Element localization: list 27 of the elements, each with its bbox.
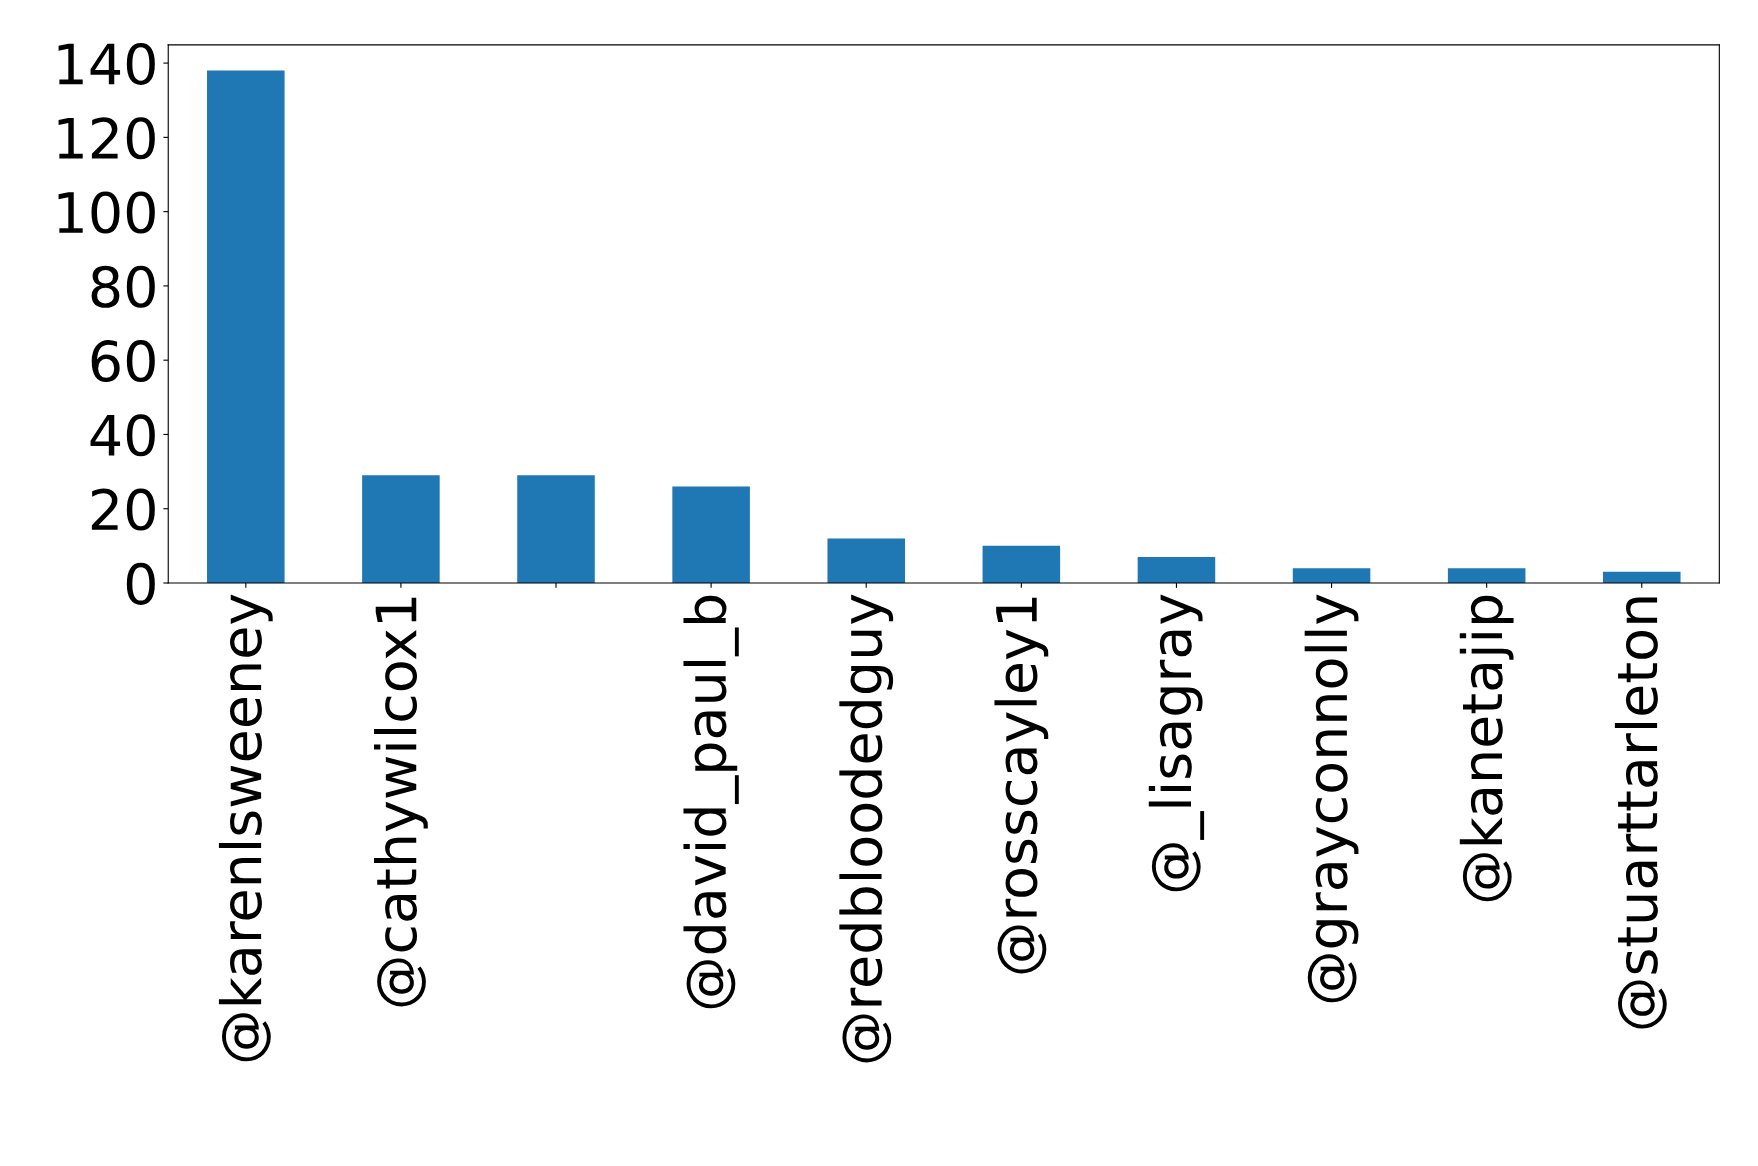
bar <box>517 475 595 583</box>
x-tick-label: @redbloodedguy <box>839 594 894 1063</box>
bar <box>362 475 440 583</box>
y-tick-label: 120 <box>58 117 155 160</box>
y-tick-label: 100 <box>58 191 155 234</box>
x-tick-label: @david_paul_b <box>683 595 739 1009</box>
y-tick-label: 140 <box>58 42 155 85</box>
x-tick-label: @_lisagray <box>1148 594 1205 892</box>
bar <box>207 70 285 583</box>
bar <box>1137 557 1216 583</box>
x-tick-label: @grayconnolly <box>1304 594 1359 1003</box>
x-tick-label: @rosscayley1 <box>994 597 1049 974</box>
x-tick-label: @cathywilcox1 <box>374 597 428 1007</box>
y-tick-label: 20 <box>91 488 155 531</box>
bar <box>982 545 1061 583</box>
y-tick-label: 60 <box>91 340 155 383</box>
bar <box>1292 568 1371 583</box>
y-tick-label: 40 <box>90 414 155 457</box>
bar <box>1447 568 1526 583</box>
bar <box>672 486 750 583</box>
bar <box>827 538 906 583</box>
y-tick-label: 80 <box>91 265 155 308</box>
y-tick-label: 0 <box>126 562 155 605</box>
x-tick-label: @karenlsweeney <box>218 594 273 1062</box>
x-tick-label: @stuarttarleton <box>1614 597 1667 1029</box>
bar <box>1602 571 1681 583</box>
x-tick-label: @kanetajip <box>1459 595 1514 902</box>
